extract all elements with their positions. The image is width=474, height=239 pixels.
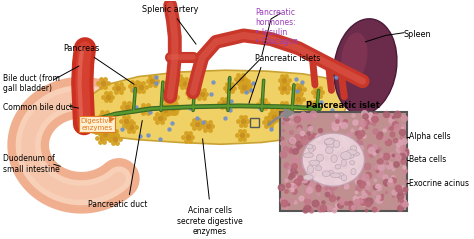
Ellipse shape (326, 138, 335, 143)
Ellipse shape (309, 160, 319, 165)
Ellipse shape (302, 133, 365, 186)
FancyBboxPatch shape (280, 112, 407, 211)
Ellipse shape (341, 175, 347, 181)
Text: Acinar cells
secrete digestive
enzymes: Acinar cells secrete digestive enzymes (177, 206, 243, 236)
Ellipse shape (325, 141, 335, 145)
Ellipse shape (349, 161, 355, 165)
Ellipse shape (303, 153, 313, 158)
Text: Splenic artery: Splenic artery (142, 5, 199, 44)
Ellipse shape (341, 152, 351, 160)
Text: Bile duct (from
gall bladder): Bile duct (from gall bladder) (2, 74, 59, 93)
Text: Spleen: Spleen (404, 30, 431, 39)
Ellipse shape (306, 145, 313, 149)
Ellipse shape (330, 173, 340, 178)
Ellipse shape (326, 147, 333, 154)
Text: Pancreatic islet: Pancreatic islet (307, 101, 380, 109)
Ellipse shape (341, 33, 367, 82)
Ellipse shape (335, 164, 341, 169)
Ellipse shape (350, 146, 357, 151)
Text: Duodenum of
small intestine: Duodenum of small intestine (2, 154, 59, 174)
Text: Exocrine acinus: Exocrine acinus (410, 179, 469, 188)
Ellipse shape (317, 154, 324, 161)
Ellipse shape (328, 170, 333, 175)
Text: • Insulin: • Insulin (255, 28, 288, 37)
Ellipse shape (315, 166, 322, 171)
Ellipse shape (341, 159, 346, 166)
Ellipse shape (346, 150, 357, 155)
Ellipse shape (309, 147, 314, 152)
Text: Pancreatic
hormones:: Pancreatic hormones: (255, 8, 296, 27)
Ellipse shape (350, 152, 359, 156)
Ellipse shape (324, 139, 334, 145)
Ellipse shape (337, 173, 344, 178)
Text: Digestive
enzymes: Digestive enzymes (81, 118, 113, 131)
Text: Pancreatic islets: Pancreatic islets (255, 54, 321, 63)
Text: Pancreas: Pancreas (63, 44, 134, 84)
Ellipse shape (322, 171, 330, 177)
Ellipse shape (351, 168, 356, 175)
Text: Alpha cells: Alpha cells (410, 132, 451, 141)
Ellipse shape (347, 154, 354, 159)
Ellipse shape (334, 19, 397, 114)
Text: Common bile duct: Common bile duct (2, 103, 73, 112)
Text: Pancreatic duct: Pancreatic duct (88, 200, 147, 209)
Ellipse shape (309, 145, 316, 151)
Ellipse shape (327, 142, 335, 147)
Text: Beta cells: Beta cells (410, 155, 447, 164)
Ellipse shape (303, 175, 313, 180)
Text: • Glucagon: • Glucagon (255, 37, 299, 46)
Ellipse shape (333, 140, 340, 147)
Polygon shape (79, 70, 347, 144)
Ellipse shape (307, 165, 314, 173)
Ellipse shape (331, 155, 337, 163)
